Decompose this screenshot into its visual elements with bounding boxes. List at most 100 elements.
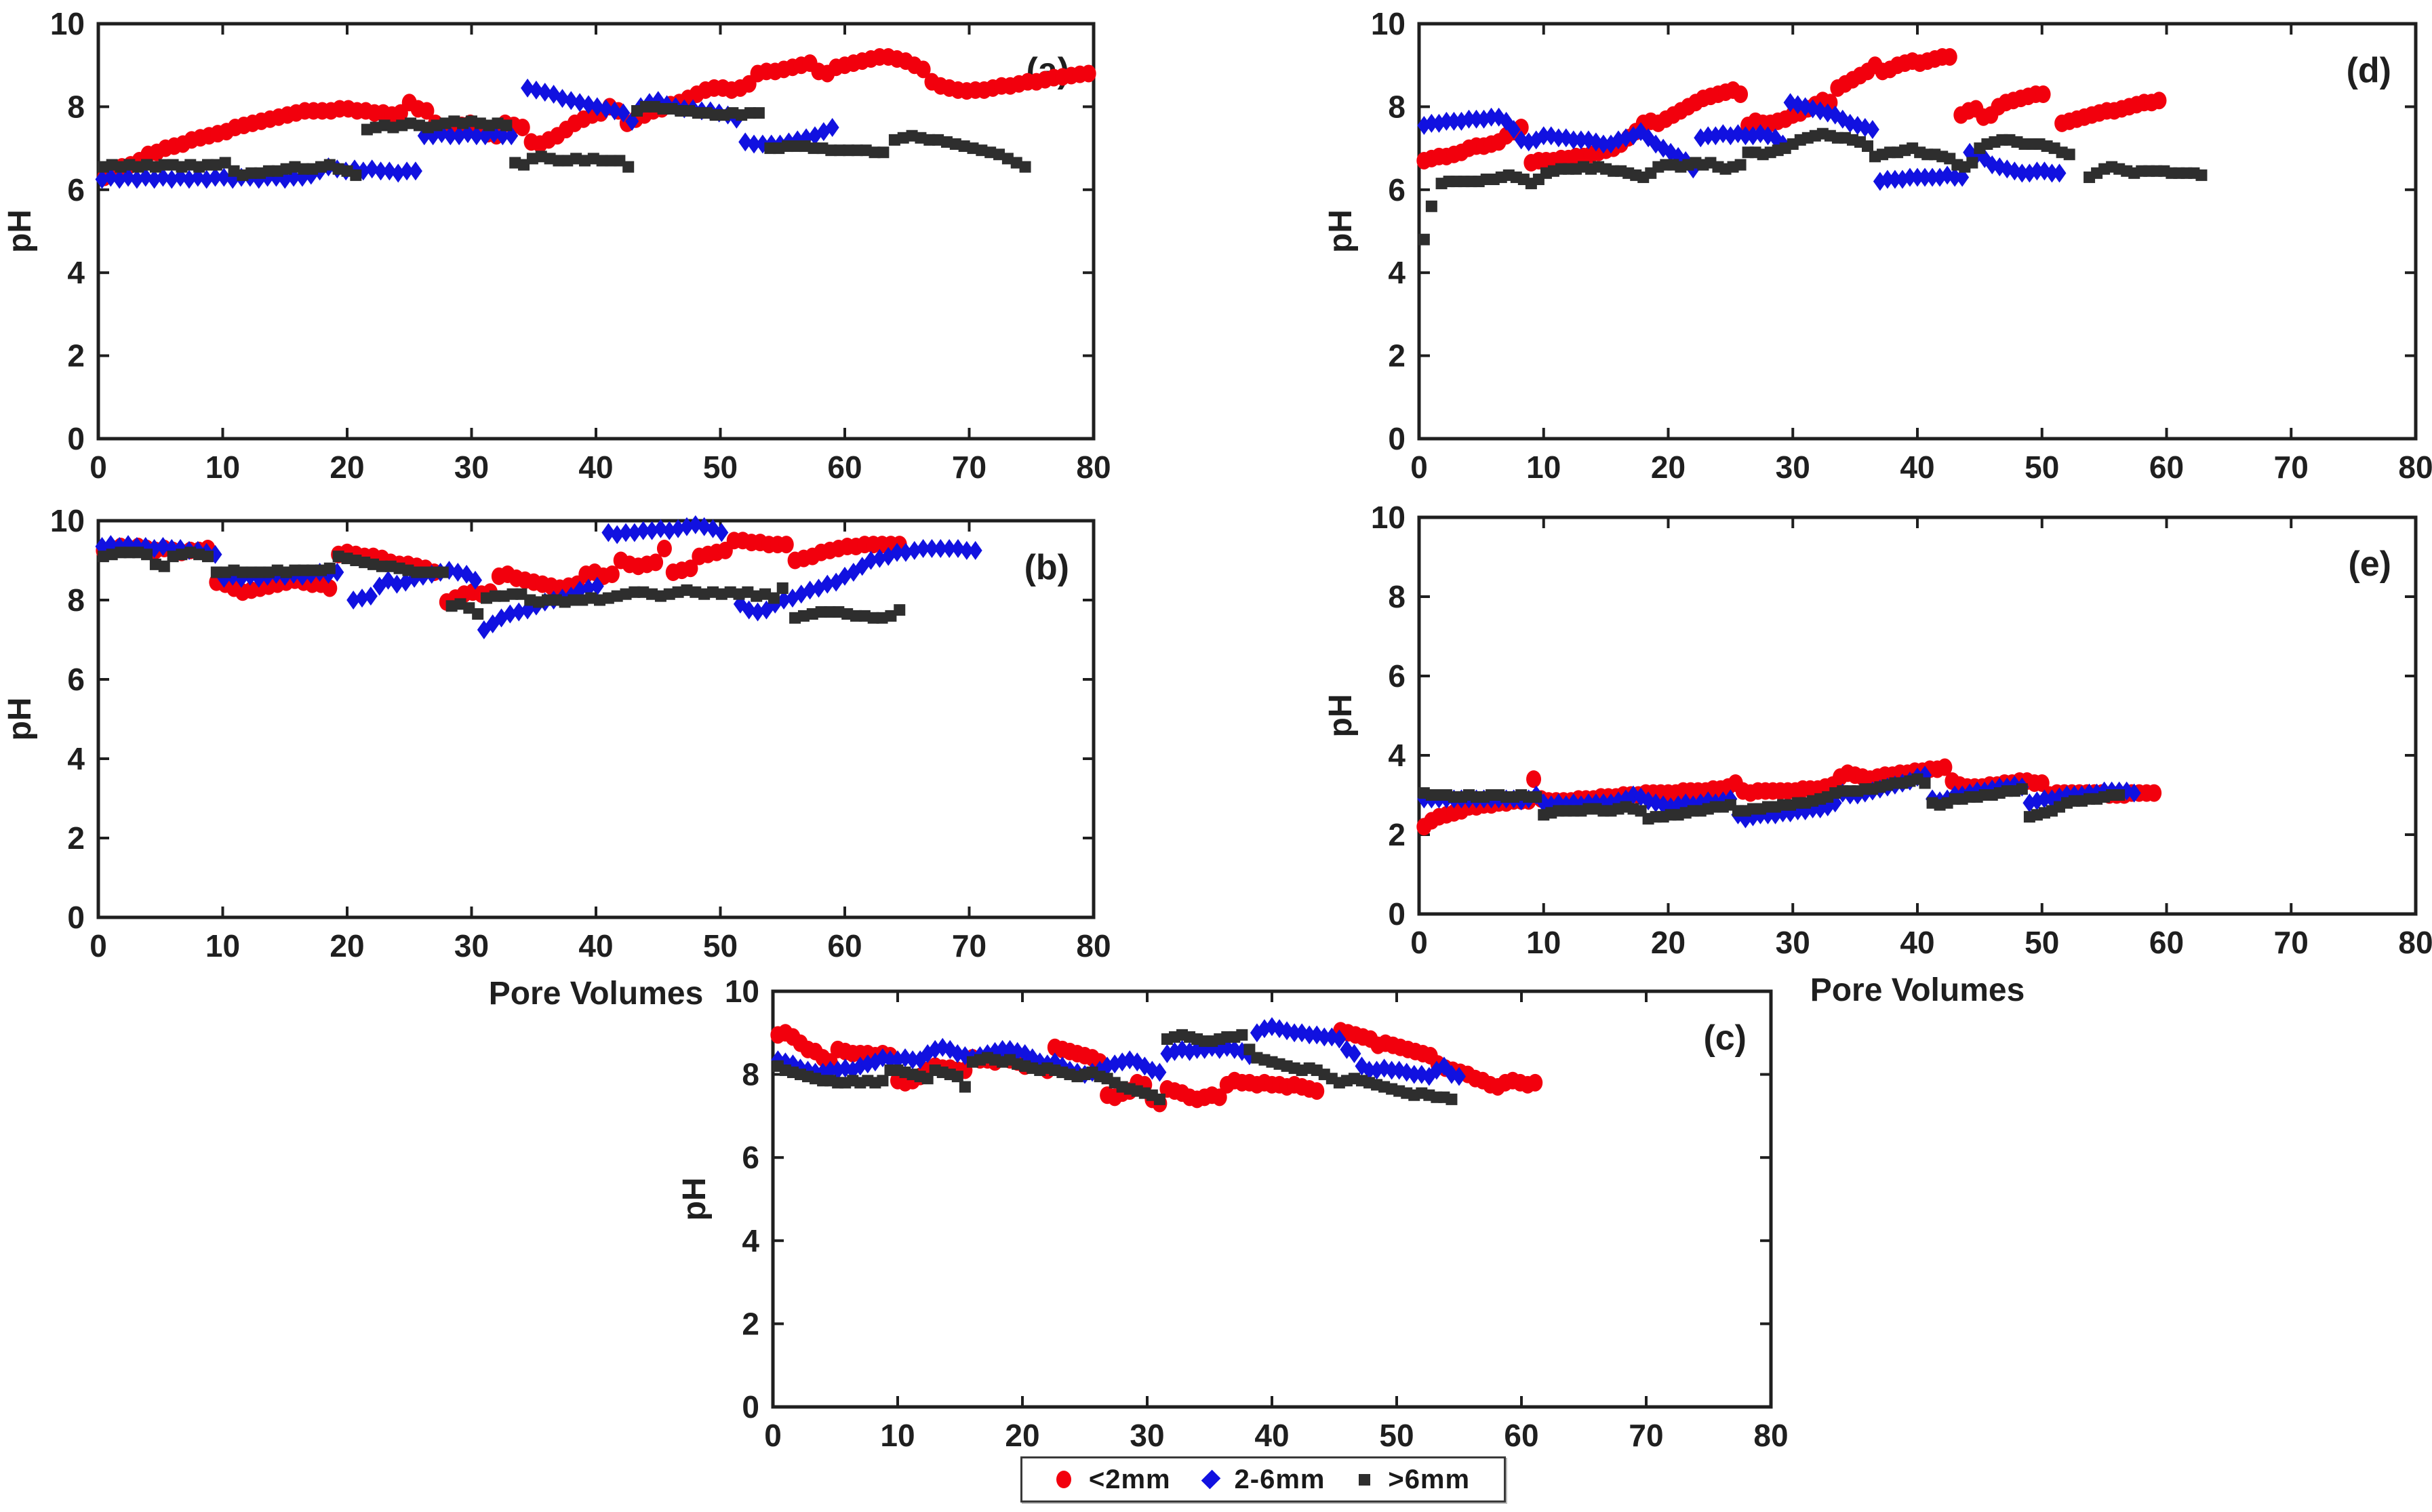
svg-text:pH: pH bbox=[2, 210, 38, 253]
svg-text:20: 20 bbox=[1651, 450, 1686, 485]
svg-text:10: 10 bbox=[725, 974, 759, 1009]
svg-text:pH: pH bbox=[1323, 694, 1359, 738]
svg-text:70: 70 bbox=[952, 450, 986, 485]
legend-label: 2-6mm bbox=[1234, 1464, 1325, 1494]
svg-text:30: 30 bbox=[1776, 925, 1810, 960]
svg-text:80: 80 bbox=[1076, 450, 1111, 485]
svg-text:0: 0 bbox=[67, 900, 85, 935]
scatter-panel-e: 0 10 20 30 40 50 60 70 80 0 2 4 6 8 10 pH Pore Volumes (e… bbox=[1323, 500, 2432, 1008]
svg-text:pH: pH bbox=[677, 1178, 713, 1221]
chart-svg-e: 0 10 20 30 40 50 60 70 80 0 2 4 6 8 10 pH Pore Volumes (e… bbox=[1323, 500, 2432, 1008]
svg-text:50: 50 bbox=[703, 928, 738, 963]
svg-text:10: 10 bbox=[205, 928, 240, 963]
svg-text:2: 2 bbox=[67, 338, 85, 374]
svg-text:4: 4 bbox=[67, 741, 85, 776]
svg-text:(c): (c) bbox=[1703, 1018, 1747, 1058]
svg-text:80: 80 bbox=[2398, 925, 2432, 960]
svg-text:70: 70 bbox=[952, 928, 986, 963]
svg-text:10: 10 bbox=[1371, 500, 1406, 535]
svg-text:60: 60 bbox=[827, 928, 862, 963]
svg-text:2: 2 bbox=[1388, 338, 1406, 374]
scatter-panel-b: 0 10 20 30 40 50 60 70 80 0 2 4 6 8 10 pH Pore Volumes (b… bbox=[2, 503, 1111, 1012]
svg-text:8: 8 bbox=[742, 1057, 759, 1092]
svg-text:80: 80 bbox=[1753, 1418, 1788, 1453]
svg-text:8: 8 bbox=[67, 582, 85, 618]
svg-text:0: 0 bbox=[742, 1389, 759, 1425]
svg-text:2: 2 bbox=[742, 1306, 759, 1341]
svg-text:pH: pH bbox=[2, 698, 38, 741]
black-square-marker-icon bbox=[1359, 1473, 1371, 1486]
svg-text:6: 6 bbox=[1388, 658, 1406, 694]
svg-text:6: 6 bbox=[67, 172, 85, 207]
svg-text:30: 30 bbox=[1130, 1418, 1164, 1453]
blue-diamond-marker-icon bbox=[1201, 1469, 1220, 1490]
svg-text:50: 50 bbox=[2025, 450, 2059, 485]
legend-item-lt2mm: <2mm bbox=[1056, 1465, 1171, 1495]
svg-text:40: 40 bbox=[578, 450, 613, 485]
svg-text:Pore Volumes: Pore Volumes bbox=[1810, 972, 2025, 1008]
svg-text:6: 6 bbox=[742, 1140, 759, 1175]
svg-text:60: 60 bbox=[827, 450, 862, 485]
scatter-panel-d: 0 10 20 30 40 50 60 70 80 0 2 4 6 8 10 pH (d) bbox=[1323, 6, 2432, 485]
svg-text:20: 20 bbox=[1651, 925, 1686, 960]
svg-text:40: 40 bbox=[1900, 450, 1934, 485]
legend-label: >6mm bbox=[1388, 1464, 1471, 1494]
svg-text:50: 50 bbox=[2025, 925, 2059, 960]
red-circle-marker-icon bbox=[1056, 1471, 1071, 1488]
svg-text:50: 50 bbox=[703, 450, 738, 485]
svg-text:8: 8 bbox=[1388, 89, 1406, 124]
svg-text:0: 0 bbox=[1410, 450, 1428, 485]
svg-text:0: 0 bbox=[1410, 925, 1428, 960]
chart-svg-d: 0 10 20 30 40 50 60 70 80 0 2 4 6 8 10 pH (d) bbox=[1323, 6, 2432, 485]
svg-text:(b): (b) bbox=[1024, 548, 1069, 587]
svg-text:20: 20 bbox=[330, 928, 364, 963]
svg-text:0: 0 bbox=[67, 421, 85, 456]
svg-text:10: 10 bbox=[1526, 450, 1561, 485]
svg-text:10: 10 bbox=[50, 503, 85, 538]
svg-text:4: 4 bbox=[1388, 255, 1406, 290]
legend-item-gt6mm: >6mm bbox=[1359, 1465, 1470, 1495]
svg-text:40: 40 bbox=[1254, 1418, 1289, 1453]
svg-text:60: 60 bbox=[2149, 925, 2184, 960]
svg-text:4: 4 bbox=[1388, 738, 1406, 773]
svg-text:10: 10 bbox=[50, 6, 85, 41]
svg-text:6: 6 bbox=[67, 662, 85, 697]
svg-text:60: 60 bbox=[2149, 450, 2184, 485]
svg-text:4: 4 bbox=[742, 1223, 759, 1258]
svg-text:8: 8 bbox=[1388, 579, 1406, 614]
svg-text:0: 0 bbox=[1388, 896, 1406, 932]
svg-text:4: 4 bbox=[67, 255, 85, 290]
svg-text:10: 10 bbox=[1526, 925, 1561, 960]
svg-text:10: 10 bbox=[880, 1418, 915, 1453]
svg-text:70: 70 bbox=[2274, 450, 2309, 485]
svg-text:(e): (e) bbox=[2348, 544, 2391, 584]
svg-text:60: 60 bbox=[1504, 1418, 1538, 1453]
svg-text:40: 40 bbox=[1900, 925, 1934, 960]
svg-text:30: 30 bbox=[454, 928, 489, 963]
svg-text:70: 70 bbox=[2274, 925, 2309, 960]
svg-text:2: 2 bbox=[67, 820, 85, 856]
svg-text:20: 20 bbox=[330, 450, 364, 485]
svg-text:30: 30 bbox=[1776, 450, 1810, 485]
legend-label: <2mm bbox=[1088, 1464, 1171, 1494]
legend: <2mm 2-6mm >6mm bbox=[1020, 1456, 1506, 1503]
legend-item-2-6mm: 2-6mm bbox=[1201, 1464, 1325, 1495]
svg-text:50: 50 bbox=[1379, 1418, 1414, 1453]
svg-text:6: 6 bbox=[1388, 172, 1406, 207]
svg-text:80: 80 bbox=[1076, 928, 1111, 963]
svg-text:70: 70 bbox=[1629, 1418, 1663, 1453]
scatter-panel-a: 0 10 20 30 40 50 60 70 80 0 2 4 6 8 10 pH (a) bbox=[2, 6, 1111, 485]
svg-text:Pore Volumes: Pore Volumes bbox=[489, 976, 704, 1012]
svg-text:30: 30 bbox=[454, 450, 489, 485]
svg-text:80: 80 bbox=[2398, 450, 2432, 485]
svg-text:pH: pH bbox=[1323, 210, 1359, 253]
svg-text:0: 0 bbox=[89, 928, 107, 963]
svg-text:20: 20 bbox=[1005, 1418, 1039, 1453]
svg-text:(d): (d) bbox=[2347, 51, 2391, 90]
svg-text:10: 10 bbox=[1371, 6, 1406, 41]
svg-text:40: 40 bbox=[578, 928, 613, 963]
svg-text:0: 0 bbox=[764, 1418, 782, 1453]
